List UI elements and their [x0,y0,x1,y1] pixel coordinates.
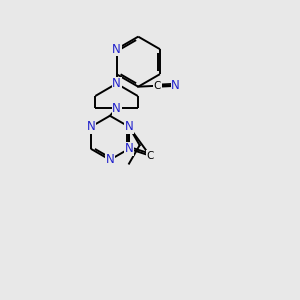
Text: C: C [146,151,154,160]
Text: N: N [112,43,121,56]
Text: N: N [171,79,180,92]
Text: N: N [86,120,95,133]
Text: C: C [154,81,161,91]
Text: N: N [124,120,134,133]
Text: N: N [112,77,121,90]
Text: N: N [124,142,134,155]
Text: N: N [112,102,121,115]
Text: N: N [106,153,114,166]
